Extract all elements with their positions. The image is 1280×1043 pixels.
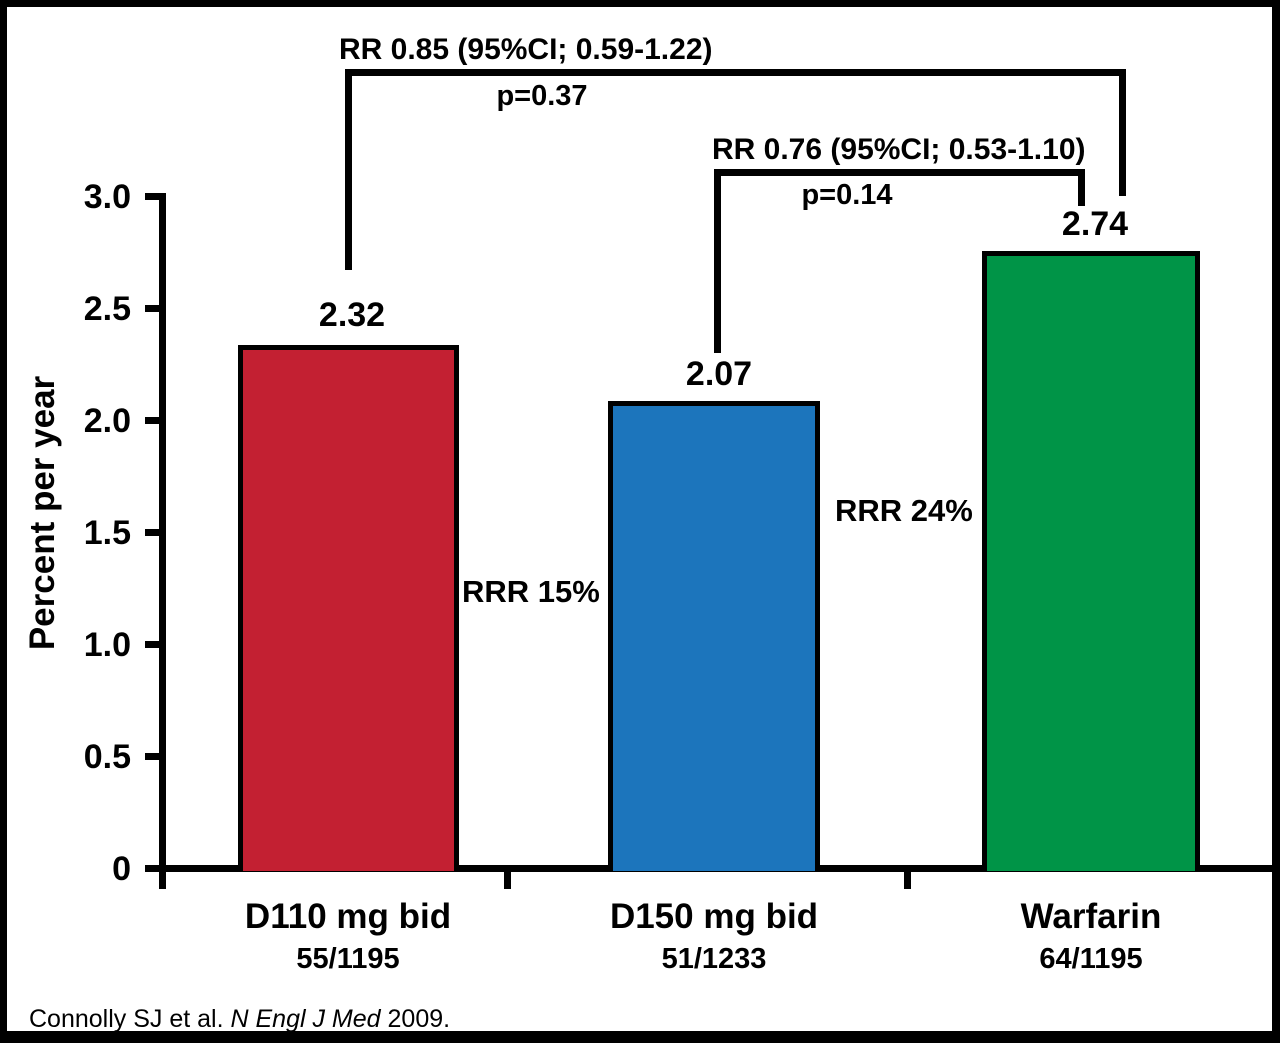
citation-authors: Connolly SJ et al. (29, 1005, 231, 1033)
citation-year: 2009. (380, 1005, 451, 1033)
y-axis-tick (145, 753, 160, 760)
category-label-d110: D110 mg bid (244, 897, 452, 936)
value-label-d150: 2.07 (685, 355, 753, 393)
event-count-d110: 55/1195 (296, 943, 400, 975)
y-axis-tick-label: 1.0 (83, 626, 131, 664)
y-axis-tick-label: 0.5 (83, 738, 131, 776)
bracket-2-horizontal (714, 169, 1085, 176)
value-label-warfarin: 2.74 (1061, 205, 1129, 243)
bar-d110-mg-bid (238, 345, 459, 871)
p-value-1: p=0.37 (496, 80, 588, 112)
y-axis (159, 193, 166, 872)
bracket-1-right-leg (1119, 69, 1126, 196)
event-count-d150: 51/1233 (661, 943, 767, 975)
bracket-1-left-leg (345, 69, 352, 270)
bar-d150-mg-bid (608, 401, 820, 871)
citation: Connolly SJ et al. N Engl J Med 2009. (29, 1005, 451, 1033)
y-axis-tick-label: 2.5 (83, 290, 131, 328)
x-axis-tick (904, 865, 911, 889)
y-axis-tick-label: 3.0 (83, 178, 131, 216)
category-label-d150: D150 mg bid (609, 897, 819, 936)
y-axis-tick (145, 865, 160, 872)
rr-annotation-2: RR 0.76 (95%CI; 0.53-1.10) (712, 133, 1086, 166)
y-axis-tick-label: 0 (112, 850, 131, 888)
bracket-2-right-leg (1078, 169, 1085, 206)
bar-warfarin (982, 251, 1200, 871)
bracket-1-horizontal (345, 69, 1126, 76)
bracket-2-left-leg (714, 169, 721, 353)
x-axis-tick (504, 865, 511, 889)
rrr-label-d110: RRR 15% (462, 574, 600, 609)
rr-annotation-1: RR 0.85 (95%CI; 0.59-1.22) (339, 33, 713, 66)
event-count-warfarin: 64/1195 (1039, 943, 1143, 975)
category-label-warfarin: Warfarin (1020, 897, 1162, 936)
y-axis-tick-label: 1.5 (83, 514, 131, 552)
p-value-2: p=0.14 (801, 179, 893, 211)
y-axis-tick (145, 193, 160, 200)
citation-journal: N Engl J Med (230, 1005, 381, 1033)
rrr-label-d150: RRR 24% (835, 493, 973, 528)
y-axis-tick (145, 529, 160, 536)
x-axis-tick (159, 865, 166, 889)
y-axis-tick (145, 417, 160, 424)
y-axis-tick (145, 305, 160, 312)
value-label-d110: 2.32 (318, 296, 386, 334)
y-axis-tick-label: 2.0 (83, 402, 131, 440)
y-axis-tick (145, 641, 160, 648)
